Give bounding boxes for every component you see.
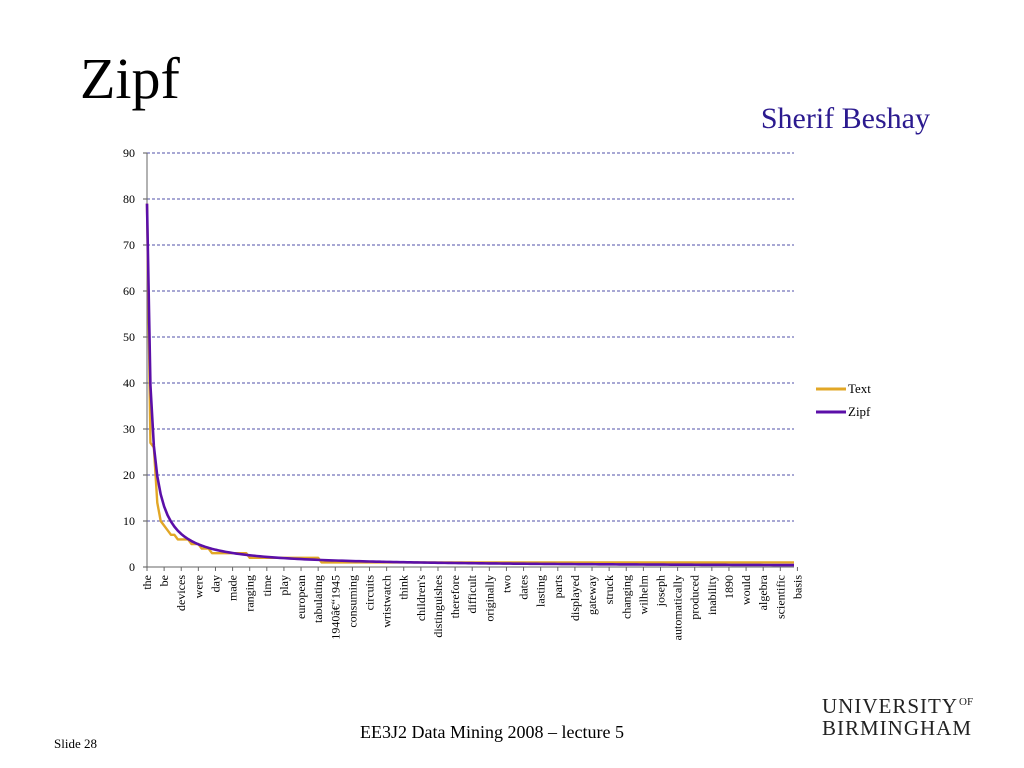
y-tick-label: 20: [123, 468, 135, 482]
x-tick-label: scientific: [773, 575, 787, 619]
x-tick-label: wristwatch: [380, 575, 394, 628]
x-tick-label: gateway: [585, 575, 599, 615]
axes: 0 10 20 30 40 50 60 70 80 90: [123, 146, 798, 574]
y-tick-label: 50: [123, 330, 135, 344]
x-tick-label: devices: [174, 575, 188, 611]
x-tick-label: day: [208, 575, 222, 592]
x-tick-label: difficult: [465, 574, 479, 613]
legend-label-zipf: Zipf: [848, 404, 871, 419]
zipf-chart: 0 10 20 30 40 50 60 70 80 90 the be devices were day m…: [123, 146, 871, 640]
x-tick-label: originally: [482, 575, 496, 622]
x-tick-label: time: [260, 575, 274, 596]
series-zipf-line: [145, 203, 795, 567]
x-tick-label: lasting: [534, 575, 548, 607]
x-tick-label: two: [499, 575, 513, 593]
footer-course: EE3J2 Data Mining 2008 – lecture 5: [360, 722, 624, 742]
author-name: Sherif Beshay: [760, 102, 930, 135]
x-tick-label: children's: [414, 575, 428, 621]
logo-line1: UNIVERSITYOF: [822, 694, 974, 718]
y-tick-label: 70: [123, 238, 135, 252]
x-tick-label: wilhelm: [636, 574, 650, 614]
x-tick-label: european: [294, 575, 308, 619]
university-logo: UNIVERSITYOF BIRMINGHAM: [822, 694, 982, 740]
x-tick-label: ranging: [243, 575, 257, 612]
y-tick-label: 60: [123, 284, 135, 298]
series-lines: [145, 203, 795, 567]
x-tick-label: inability: [705, 575, 719, 615]
x-tick-label: struck: [602, 575, 616, 604]
x-tick-label: would: [739, 575, 753, 605]
x-tick-label: algebra: [756, 574, 770, 610]
y-tick-label: 30: [123, 422, 135, 436]
x-tick-label: basis: [790, 575, 804, 599]
x-tick-labels: the be devices were day made ranging time play eu…: [140, 574, 804, 640]
y-tick-label: 0: [129, 560, 135, 574]
y-tick-label: 80: [123, 192, 135, 206]
legend-label-text: Text: [848, 381, 871, 396]
x-tick-label: circuits: [363, 575, 377, 611]
x-tick-label: distinguishes: [431, 575, 445, 638]
x-tick-label: produced: [688, 575, 702, 620]
x-tick-label: 1890: [722, 575, 736, 599]
x-tick-label: parts: [551, 575, 565, 599]
x-tick-label: were: [191, 575, 205, 598]
slide-title: Zipf: [80, 46, 180, 111]
x-tick-label: joseph: [653, 575, 667, 607]
x-tick-label: therefore: [448, 575, 462, 618]
gridlines: [147, 152, 794, 522]
x-tick-label: automatically: [671, 575, 685, 640]
y-tick-label: 10: [123, 514, 135, 528]
x-tick-label: displayed: [568, 575, 582, 621]
x-tick-label: changing: [619, 575, 633, 619]
x-tick-label: dates: [517, 575, 531, 600]
x-tick-label: consuming: [345, 575, 359, 628]
x-tick-label: 1940â€“1945: [328, 575, 342, 640]
x-tick-label: the: [140, 575, 154, 590]
x-tick-label: think: [397, 575, 411, 600]
slide-number: Slide 28: [54, 736, 97, 751]
logo-line2: BIRMINGHAM: [822, 716, 973, 740]
x-tick-label: tabulating: [311, 575, 325, 623]
y-tick-label: 90: [123, 146, 135, 160]
x-tick-label: play: [277, 575, 291, 596]
y-tick-label: 40: [123, 376, 135, 390]
legend: Text Zipf: [816, 381, 871, 419]
x-tick-label: be: [157, 575, 171, 586]
x-tick-label: made: [226, 575, 240, 601]
